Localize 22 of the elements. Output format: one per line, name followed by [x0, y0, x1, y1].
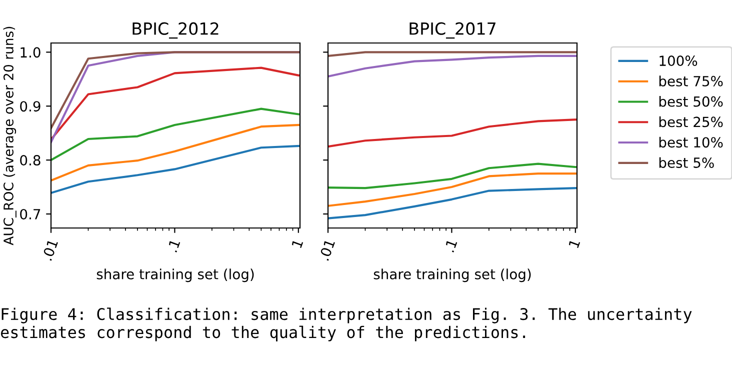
legend-label: 100% — [660, 56, 698, 66]
x-axis-title: share training set (log) — [374, 268, 531, 282]
legend-label: best 5% — [659, 157, 714, 168]
x-axis-title: share training set (log) — [96, 268, 254, 282]
legend-label: best 10% — [659, 136, 723, 148]
y-tick-label: 0.7 — [20, 208, 40, 220]
x-tick-label: .1 — [167, 239, 180, 252]
y-tick-label: 0.9 — [20, 101, 40, 112]
caption: Figure 4: Classification: same interpretation as Fig. 3. The uncertainty estimates correspond to the quality of the predictions. — [0, 308, 692, 342]
y-axis-title: AUC_ROC (average over 20 runs) — [3, 26, 16, 246]
x-tick-label: .01 — [42, 239, 58, 261]
x-tick-label: .1 — [444, 239, 458, 252]
x-tick-label: 1 — [568, 239, 580, 248]
legend-label: best 75% — [659, 76, 723, 86]
y-tick-label: 1.0 — [20, 47, 40, 58]
y-tick-label: 0.8 — [20, 155, 40, 166]
legend-label: best 50% — [659, 96, 723, 107]
x-tick-label: 1 — [292, 239, 304, 248]
chart-title: BPIC_2017 — [410, 22, 496, 39]
chart-title: BPIC_2012 — [132, 22, 218, 39]
legend-label: best 25% — [659, 116, 723, 128]
x-tick-label: .01 — [318, 239, 336, 261]
